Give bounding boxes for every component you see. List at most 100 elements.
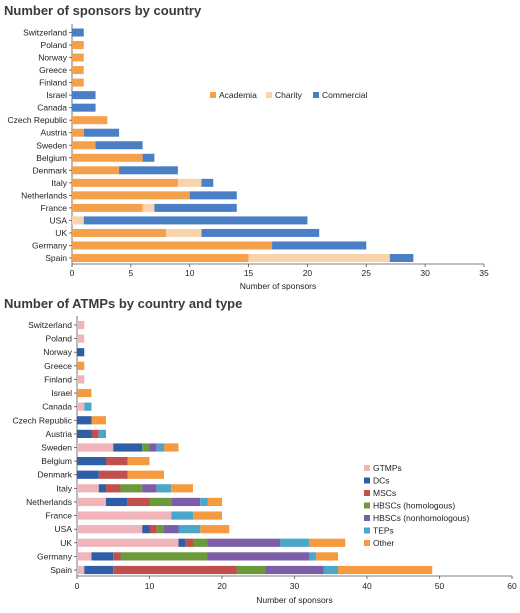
category-label: France xyxy=(46,511,73,521)
bar-segment xyxy=(113,443,143,452)
x-axis-title: Number of sponsors xyxy=(256,595,333,605)
bar-segment xyxy=(72,28,84,37)
legend-swatch xyxy=(364,515,370,521)
bar-segment xyxy=(236,565,266,575)
category-label: Poland xyxy=(46,334,73,344)
bar-segment xyxy=(77,552,92,561)
bar-segment xyxy=(72,128,84,137)
bar-segment xyxy=(106,497,128,507)
bar-segment xyxy=(178,538,186,547)
category-label: Greece xyxy=(39,65,67,75)
category-label: Germany xyxy=(32,240,68,250)
bar-segment xyxy=(142,203,155,212)
category-label: Poland xyxy=(41,40,68,50)
bar-segment xyxy=(323,565,338,575)
bar-segment xyxy=(72,228,167,237)
bar-segment xyxy=(72,166,120,175)
category-label: Spain xyxy=(50,565,72,575)
bar-segment xyxy=(156,443,164,452)
bar-segment xyxy=(77,361,85,370)
bar-segment xyxy=(72,66,84,75)
x-tick-label: 35 xyxy=(479,268,489,278)
legend-swatch xyxy=(210,92,216,98)
chart-1-title: Number of sponsors by country xyxy=(4,3,202,18)
bar-segment xyxy=(72,103,96,112)
x-tick-label: 10 xyxy=(145,581,155,591)
bar-segment xyxy=(164,443,179,452)
category-label: Netherlands xyxy=(26,497,72,507)
legend-label: Other xyxy=(373,538,394,548)
bar-segment xyxy=(84,402,92,411)
bar-segment xyxy=(280,538,309,547)
bar-segment xyxy=(72,41,84,50)
bar-segment xyxy=(142,153,155,162)
legend-label: TEPs xyxy=(373,526,394,536)
category-label: Sweden xyxy=(41,443,72,453)
bar-segment xyxy=(189,191,237,200)
bar-segment xyxy=(193,511,222,520)
bar-segment xyxy=(77,497,106,507)
bar-segment xyxy=(171,484,193,493)
x-tick-label: 15 xyxy=(244,268,254,278)
bar-segment xyxy=(77,334,85,343)
bar-segment xyxy=(72,216,84,225)
bar-segment xyxy=(77,457,106,466)
category-label: Canada xyxy=(37,103,67,113)
category-label: Belgium xyxy=(36,153,67,163)
bar-segment xyxy=(91,429,99,438)
category-label: Israel xyxy=(51,388,72,398)
bar-segment xyxy=(127,497,150,507)
bar-segment xyxy=(149,497,172,507)
bar-segment xyxy=(77,416,92,425)
bar-segment xyxy=(171,497,201,507)
legend-swatch xyxy=(364,502,370,509)
bar-segment xyxy=(77,348,85,357)
bar-segment xyxy=(106,457,128,466)
bar-segment xyxy=(106,484,121,493)
bar-segment xyxy=(83,128,120,137)
category-label: Canada xyxy=(42,402,72,412)
bar-segment xyxy=(142,484,157,493)
legend-swatch xyxy=(266,92,272,98)
bar-segment xyxy=(95,141,143,150)
category-label: Austria xyxy=(41,128,68,138)
category-label: Finland xyxy=(39,78,67,88)
bar-segment xyxy=(316,552,338,561)
legend-label: HBSCs (nonhomologous) xyxy=(373,513,470,523)
bar-segment xyxy=(77,565,85,575)
bar-segment xyxy=(83,216,308,225)
x-tick-label: 5 xyxy=(128,268,133,278)
bar-segment xyxy=(338,565,433,575)
bar-segment xyxy=(77,375,85,384)
chart-1: 0 5 10 15 20 25 30 35 Number of sponsors Switzerl… xyxy=(7,24,489,291)
legend-label: MSCs xyxy=(373,488,396,498)
bar-segment xyxy=(72,53,84,62)
legend-label: Commercial xyxy=(322,90,367,100)
bar-segment xyxy=(72,241,273,250)
x-tick-label: 10 xyxy=(185,268,195,278)
bar-segment xyxy=(77,443,114,452)
legend-label: DCs xyxy=(373,476,390,486)
bar-segment xyxy=(149,443,157,452)
category-label: Italy xyxy=(51,178,67,188)
category-label: Switzerland xyxy=(23,28,67,38)
legend-swatch xyxy=(364,490,370,496)
bar-segment xyxy=(265,565,324,575)
legend-label: Academia xyxy=(219,90,257,100)
category-label: Norway xyxy=(38,53,68,63)
category-label: Denmark xyxy=(38,470,73,480)
bar-segment xyxy=(272,241,367,250)
bar-segment xyxy=(164,525,179,534)
bar-segment xyxy=(120,484,143,493)
bar-segment xyxy=(156,525,164,534)
bar-segment xyxy=(193,538,208,547)
bar-segment xyxy=(156,484,172,493)
bar-segment xyxy=(77,388,92,398)
legend-swatch xyxy=(364,477,370,484)
legend-swatch xyxy=(364,527,370,534)
x-tick-label: 40 xyxy=(362,581,372,591)
legend-swatch xyxy=(364,540,370,546)
chart-2: 0 10 20 30 40 50 60 Number of sponsors Switzerla… xyxy=(12,316,517,605)
category-label: Israel xyxy=(46,90,67,100)
bar-segment xyxy=(77,525,143,534)
